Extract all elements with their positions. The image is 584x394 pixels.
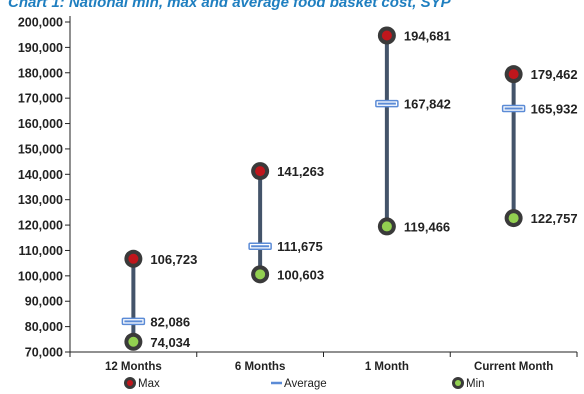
left-edge — [0, 0, 4, 394]
average-data-label: 111,675 — [277, 239, 323, 254]
y-tick-label: 170,000 — [18, 92, 63, 106]
y-tick-label: 80,000 — [25, 320, 63, 334]
chart-axes: 70,000 80,000 90,000 100,000 110,000 120,000 1… — [18, 16, 578, 373]
average-data-label: 167,842 — [404, 97, 451, 112]
y-tick-label: 120,000 — [18, 219, 63, 233]
max-marker — [508, 69, 519, 80]
x-category-label: 1 Month — [365, 361, 409, 373]
average-data-label: 82,086 — [150, 314, 190, 329]
y-tick-label: 100,000 — [18, 269, 63, 283]
max-marker — [255, 166, 266, 177]
y-tick-label: 200,000 — [18, 16, 63, 30]
chart-plot: 106,723 74,034 82,086 141,263 100,603 111,675… — [121, 26, 578, 351]
max-data-label: 179,462 — [531, 67, 578, 82]
chart-title: Chart 1: National min, max and average f… — [8, 0, 451, 11]
legend-max-label: Max — [138, 378, 160, 390]
min-marker — [128, 336, 139, 347]
legend-min-icon — [455, 380, 461, 386]
y-tick-label: 140,000 — [18, 168, 63, 182]
min-data-label: 122,757 — [531, 211, 578, 226]
average-data-label: 165,932 — [531, 101, 578, 116]
y-tick-label: 160,000 — [18, 117, 63, 131]
min-data-label: 119,466 — [404, 219, 450, 234]
x-category-label: 6 Months — [235, 361, 285, 373]
min-data-label: 100,603 — [277, 267, 324, 282]
min-marker — [381, 221, 392, 232]
y-tick-label: 180,000 — [18, 66, 63, 80]
min-marker — [255, 269, 266, 280]
max-data-label: 194,681 — [404, 29, 451, 44]
x-category-label: Current Month — [474, 361, 553, 373]
legend-average-label: Average — [284, 378, 327, 390]
max-marker — [381, 30, 392, 41]
chart-legend: Max Average Min — [124, 377, 485, 390]
legend-min-label: Min — [466, 378, 485, 390]
y-tick-label: 130,000 — [18, 193, 63, 207]
min-marker — [508, 213, 519, 224]
max-data-label: 106,723 — [150, 252, 197, 267]
y-tick-label: 70,000 — [25, 346, 63, 360]
legend-max-icon — [127, 380, 133, 386]
max-marker — [128, 253, 139, 264]
y-tick-label: 190,000 — [18, 41, 63, 55]
y-tick-label: 150,000 — [18, 142, 63, 156]
y-tick-label: 90,000 — [25, 295, 63, 309]
max-data-label: 141,263 — [277, 164, 324, 179]
y-tick-label: 110,000 — [19, 244, 64, 258]
min-data-label: 74,034 — [150, 335, 191, 350]
x-category-label: 12 Months — [105, 361, 162, 373]
